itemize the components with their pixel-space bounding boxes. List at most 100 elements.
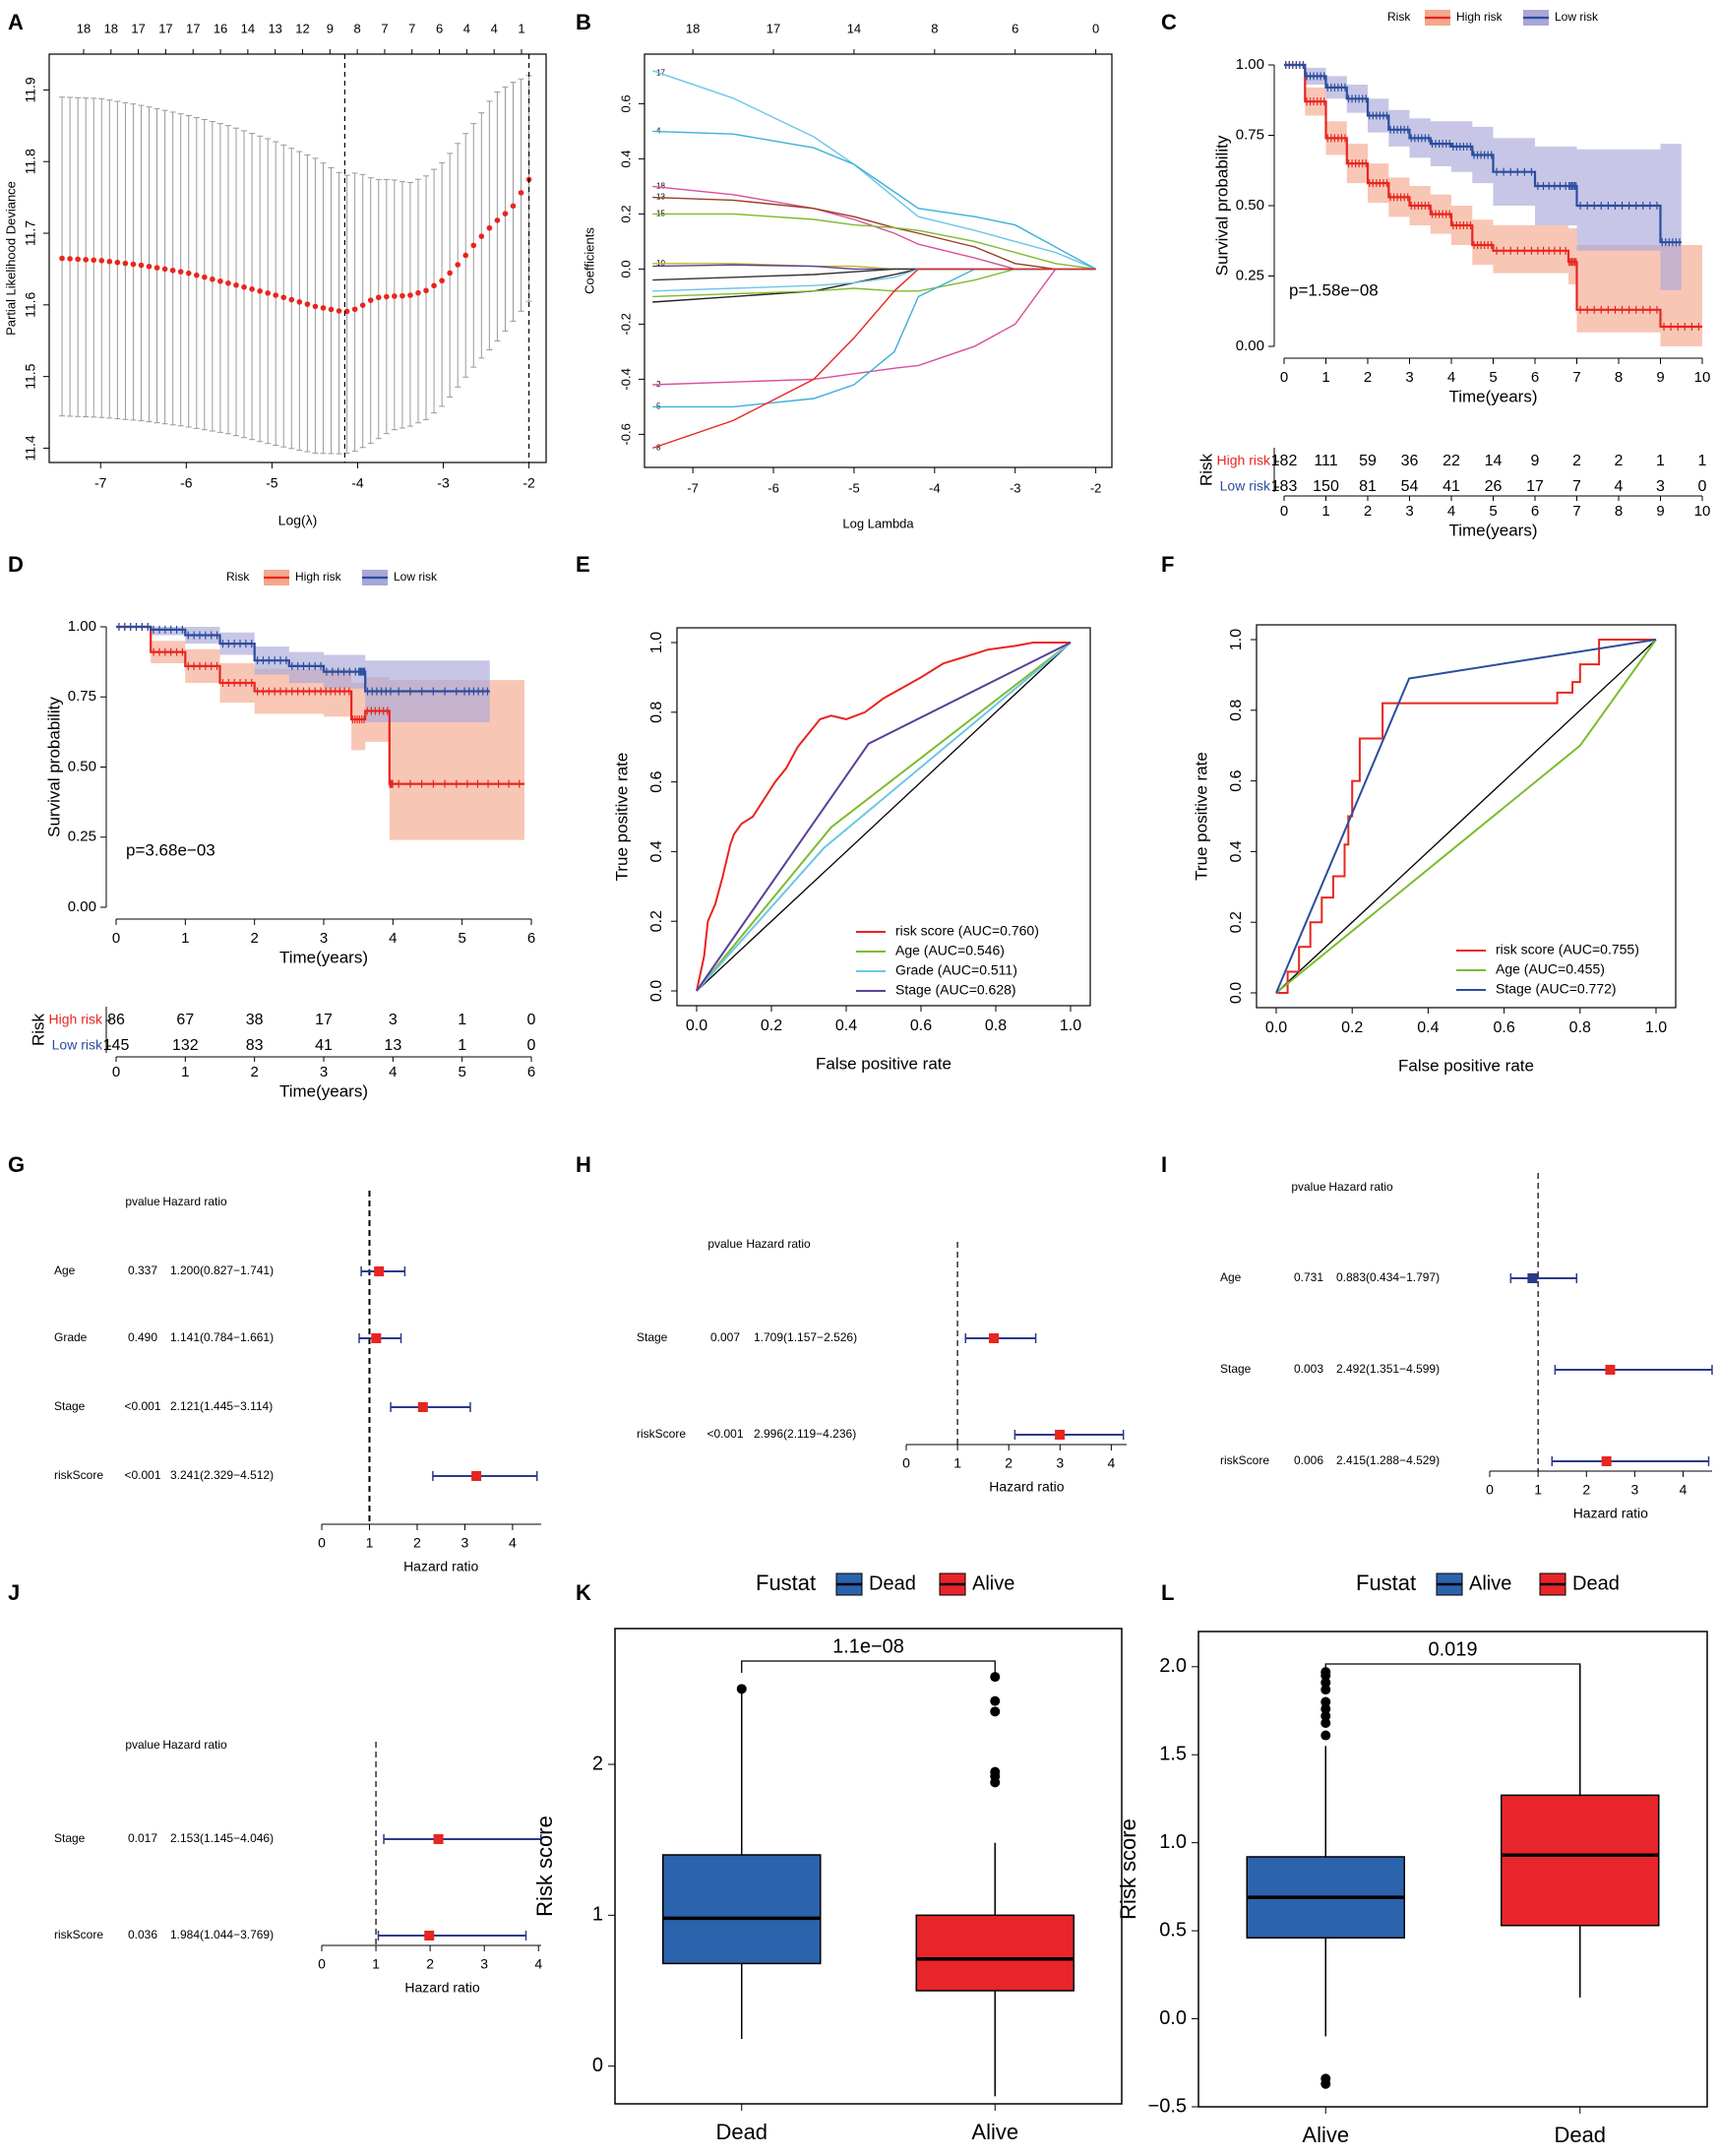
deviance-point [106, 258, 113, 265]
deviance-point [185, 270, 192, 277]
p-value-label: 1.1e−08 [832, 1635, 904, 1657]
legend-label: Grade (AUC=0.511) [895, 962, 1017, 978]
top-tick-label: 18 [77, 21, 91, 35]
deviance-point [462, 252, 469, 259]
risk-table-cell: 17 [1526, 478, 1544, 495]
legend-title: Fustat [1356, 1571, 1416, 1595]
header-hazard-ratio: Hazard ratio [746, 1237, 811, 1251]
x-tick-label: 6 [1531, 369, 1539, 386]
deviance-point [359, 302, 366, 308]
y-tick-label: -0.2 [618, 313, 633, 335]
y-tick-label: 0.50 [68, 758, 96, 774]
deviance-point [122, 260, 129, 267]
outlier-point [990, 1766, 1001, 1777]
roc-curve [696, 642, 1072, 992]
roc-curve [696, 642, 1072, 992]
y-tick-label: 1 [592, 1904, 603, 1926]
x-tick-label: 4 [509, 1535, 517, 1551]
hazard-ratio-cell: 2.415(1.288−4.529) [1336, 1453, 1440, 1467]
x-tick-label: Alive [971, 2120, 1018, 2144]
coef-path-line [652, 268, 1096, 303]
x-axis-label: Hazard ratio [403, 1559, 478, 1574]
top-tick-label: 17 [158, 21, 172, 35]
risk-table-cell: 86 [107, 1012, 125, 1028]
y-tick-label: 0.0 [618, 260, 633, 277]
panel-letter: H [576, 1152, 591, 1177]
y-tick-label: 1.5 [1159, 1744, 1187, 1765]
y-tick-label: 1.00 [68, 618, 96, 635]
roc-curve [696, 642, 1071, 992]
pvalue-cell: <0.001 [124, 1399, 160, 1413]
hazard-ratio-cell: 2.492(1.351−4.599) [1336, 1362, 1440, 1376]
panel-letter: E [576, 552, 590, 577]
x-axis-label: Log Lambda [842, 516, 914, 530]
x-tick-label: 0.8 [985, 1017, 1007, 1034]
y-tick-label: 1.0 [1228, 629, 1245, 650]
hazard-ratio-cell: 1.141(0.784−1.661) [170, 1330, 274, 1344]
top-tick-label: 14 [241, 21, 255, 35]
y-axis-label: Survival probability [44, 697, 63, 837]
legend-label: Age (AUC=0.546) [895, 943, 1005, 958]
table-x-tick-label: 5 [1489, 503, 1497, 520]
header-pvalue: pvalue [125, 1195, 160, 1208]
hazard-ratio-cell: 2.996(2.119−4.236) [754, 1427, 856, 1441]
legend-label: Stage (AUC=0.772) [1496, 981, 1617, 997]
x-tick-label: 4 [1680, 1482, 1688, 1498]
top-tick-label: 1 [518, 21, 524, 35]
legend-label-high: High risk [1456, 10, 1504, 24]
legend-label: Dead [869, 1572, 916, 1594]
y-tick-label: 0.00 [1236, 338, 1264, 354]
table-x-tick-label: 8 [1615, 503, 1623, 520]
x-tick-label: 0 [318, 1535, 326, 1551]
x-tick-label: 2 [1364, 369, 1372, 386]
risk-table-cell: 59 [1359, 453, 1377, 469]
x-tick-label: 3 [1405, 369, 1413, 386]
x-tick-label: -3 [437, 475, 450, 491]
x-tick-label: 1 [181, 930, 189, 947]
deviance-point [265, 290, 271, 296]
table-x-tick-label: 6 [1531, 503, 1539, 520]
deviance-point [193, 272, 200, 278]
x-tick-label: 0.4 [835, 1017, 857, 1034]
outlier-point [1320, 1710, 1331, 1721]
box [662, 1854, 822, 1965]
x-axis-label: Time(years) [1448, 387, 1537, 405]
deviance-point [75, 256, 81, 263]
x-tick-label: 4 [1447, 369, 1455, 386]
top-tick-label: 12 [295, 21, 309, 35]
legend-label: Dead [1572, 1572, 1620, 1594]
x-tick-label: 0.6 [1493, 1019, 1514, 1036]
panel-letter: C [1161, 10, 1177, 34]
hazard-ratio-cell: 1.984(1.044−3.769) [170, 1928, 274, 1941]
deviance-point [280, 294, 287, 301]
x-tick-label: -2 [1090, 480, 1102, 495]
risk-table-cell: 4 [1615, 478, 1624, 495]
risk-table-cell: 111 [1314, 453, 1337, 469]
outlier-point [1320, 1703, 1331, 1714]
top-tick-label: 6 [436, 21, 443, 35]
significance-bracket [1324, 1663, 1581, 1676]
panel-f-roc-plot: 0.0 0.2 0.4 0.6 0.8 1.0 0.0 0.2 0.4 0.6 0.8 1.0 Fals… [1192, 624, 1677, 1075]
top-tick-label: 4 [463, 21, 470, 35]
p-value-label: 0.019 [1428, 1638, 1477, 1660]
plot-frame [48, 53, 547, 463]
deviance-point [455, 262, 461, 268]
plot-frame [1197, 1631, 1708, 2108]
deviance-point [336, 308, 342, 314]
y-tick-label: 0.0 [1159, 2007, 1187, 2029]
legend-label: risk score (AUC=0.760) [895, 923, 1039, 939]
x-tick-label: 3 [1630, 1482, 1638, 1498]
x-tick-label: 3 [461, 1535, 469, 1551]
low-risk-curve [116, 625, 490, 693]
low-risk-ci-band [1284, 65, 1682, 290]
table-x-tick-label: 0 [1280, 503, 1288, 520]
y-tick-label: 0.8 [1228, 700, 1245, 721]
x-tick-label: 0 [112, 930, 120, 947]
risk-table-cell: 0 [1698, 478, 1707, 495]
panel-letter: F [1161, 552, 1174, 577]
hazard-ratio-point [989, 1333, 1000, 1343]
coef-path-label: 8 [656, 444, 661, 453]
